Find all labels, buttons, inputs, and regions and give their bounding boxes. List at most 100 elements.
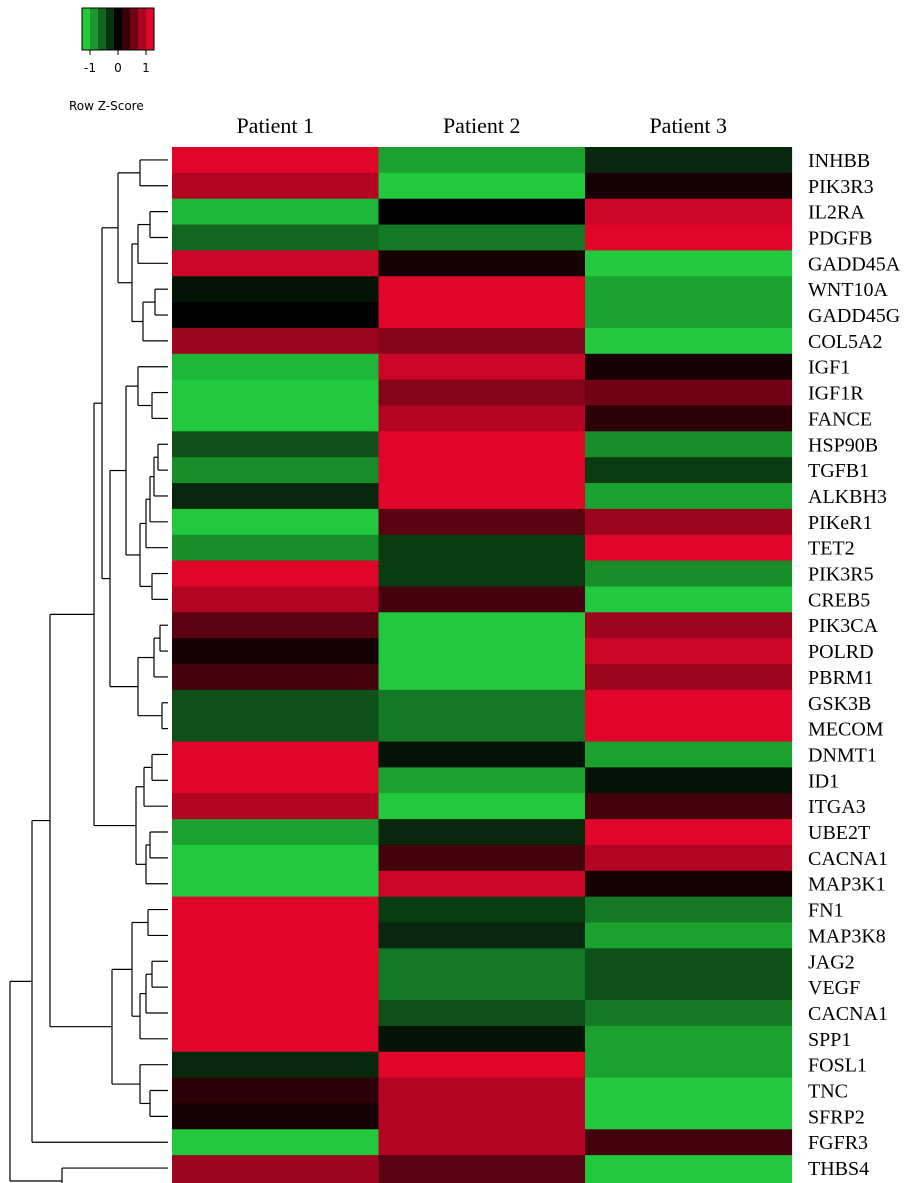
row-label: WNT10A	[808, 279, 889, 301]
key-swatch	[106, 8, 115, 50]
heatmap-cell	[378, 147, 586, 174]
heatmap-cell	[378, 586, 586, 613]
heatmap-cell	[585, 819, 793, 846]
row-label: MAP3K1	[808, 874, 886, 896]
column-header: Patient 1	[236, 113, 314, 138]
heatmap-cell	[585, 224, 793, 251]
heatmap-cell	[172, 922, 380, 949]
heatmap-cell	[585, 1025, 793, 1053]
key-tick-label: 0	[114, 61, 122, 75]
heatmap-cell	[585, 172, 793, 200]
row-label: ITGA3	[808, 796, 866, 818]
heatmap-cell	[378, 793, 586, 820]
key-swatch	[90, 8, 99, 50]
heatmap-cell	[378, 870, 586, 898]
heatmap-cell	[172, 405, 380, 432]
heatmap-cell	[378, 1025, 586, 1053]
heatmap-cell	[378, 172, 586, 200]
key-swatch	[122, 8, 131, 50]
heatmap-cell	[585, 560, 793, 588]
heatmap-cell	[172, 715, 380, 743]
row-label: FN1	[808, 900, 844, 922]
heatmap-cell	[172, 870, 380, 898]
heatmap-cell	[585, 689, 793, 717]
heatmap-cell	[585, 586, 793, 613]
key-swatch	[138, 8, 147, 50]
heatmap-cell	[172, 198, 380, 226]
row-label: FGFR3	[808, 1132, 868, 1154]
heatmap-cell	[585, 508, 793, 536]
heatmap-cell	[585, 948, 793, 975]
heatmap-cell	[378, 431, 586, 458]
heatmap-cell	[585, 896, 793, 924]
heatmap-cell	[378, 1181, 586, 1183]
heatmap-cell	[172, 844, 380, 872]
heatmap-cell	[172, 483, 380, 510]
heatmap-cell	[585, 741, 793, 768]
row-label: MAP3K8	[808, 925, 886, 947]
heatmap-cell	[378, 379, 586, 407]
row-label: INHBB	[808, 150, 870, 172]
heatmap-cell	[172, 1025, 380, 1053]
heatmap-cell	[585, 276, 793, 303]
row-label: SPP1	[808, 1029, 851, 1051]
row-label: PIKeR1	[808, 512, 872, 534]
row-label: TGFB1	[808, 460, 869, 482]
heatmap-cell	[378, 844, 586, 872]
row-label: PDGFB	[808, 227, 872, 249]
heatmap-cell	[172, 457, 380, 484]
heatmap-cell	[172, 508, 380, 536]
row-label: CREB5	[808, 589, 870, 611]
heatmap-cell	[172, 1103, 380, 1130]
heatmap-cell	[378, 689, 586, 717]
row-label: ID1	[808, 770, 839, 792]
heatmap-cell	[585, 1103, 793, 1130]
heatmap-cell	[585, 1181, 793, 1183]
heatmap-cell	[172, 224, 380, 251]
heatmap-cell	[378, 1077, 586, 1105]
heatmap-cell	[378, 276, 586, 303]
heatmap-cell	[585, 405, 793, 432]
heatmap-cell	[585, 1155, 793, 1182]
heatmap-cell	[378, 534, 586, 562]
heatmap-cell	[172, 302, 380, 329]
row-label: PIK3R5	[808, 564, 874, 586]
color-key: -1 0 1 Row Z-Score	[69, 7, 155, 113]
heatmap-cell	[378, 1129, 586, 1156]
heatmap-cell	[585, 534, 793, 562]
row-label: THBS4	[808, 1158, 869, 1180]
heatmap-cell	[585, 198, 793, 226]
row-label: DNMT1	[808, 744, 877, 766]
row-label: FOSL1	[808, 1055, 867, 1077]
heatmap-cell	[585, 1077, 793, 1105]
row-label: IGF1R	[808, 383, 864, 405]
heatmap-cell	[378, 922, 586, 949]
heatmap-cell	[585, 1129, 793, 1156]
row-label: MECOM	[808, 719, 884, 741]
row-label: PIK3CA	[808, 615, 879, 637]
heatmap-cell	[378, 896, 586, 924]
heatmap-cell	[378, 1000, 586, 1027]
row-label: IL2RA	[808, 202, 865, 224]
heatmap-cells	[172, 147, 793, 1183]
heatmap-cell	[585, 327, 793, 355]
heatmap-cell	[378, 974, 586, 1001]
heatmap-cell	[378, 612, 586, 639]
heatmap-cell	[378, 715, 586, 743]
row-label: TET2	[808, 538, 855, 560]
key-swatch	[146, 8, 155, 50]
heatmap-cell	[172, 1000, 380, 1027]
heatmap-cell	[172, 560, 380, 588]
heatmap-cell	[172, 612, 380, 639]
row-label: COL5A2	[808, 331, 882, 353]
heatmap-cell	[378, 250, 586, 277]
heatmap-cell	[378, 457, 586, 484]
heatmap-cell	[172, 638, 380, 665]
heatmap-cell	[378, 560, 586, 588]
heatmap-cell	[585, 715, 793, 743]
key-swatch	[82, 8, 91, 50]
heatmap-cell	[585, 483, 793, 510]
heatmap-cell	[172, 974, 380, 1001]
row-label: PIK3R3	[808, 176, 874, 198]
